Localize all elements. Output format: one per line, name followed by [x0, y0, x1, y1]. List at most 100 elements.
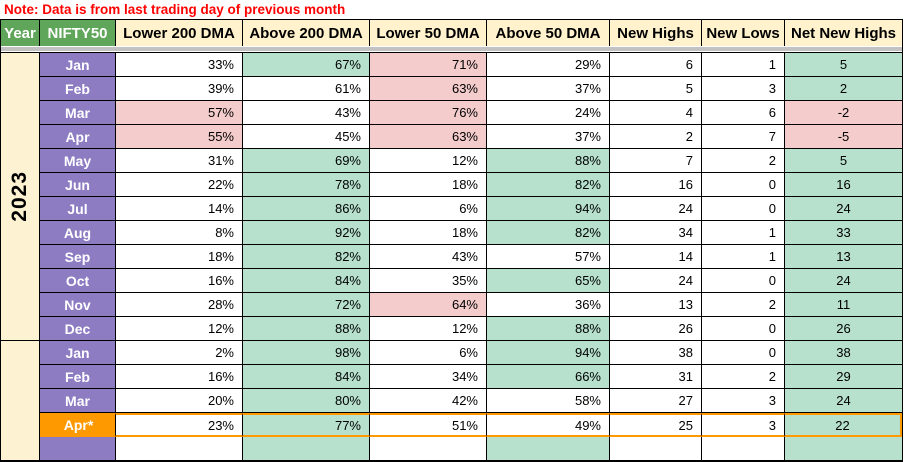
data-cell[interactable]: 45%	[243, 125, 370, 149]
data-cell[interactable]: 88%	[487, 149, 610, 173]
month-cell[interactable]: Aug	[40, 221, 116, 245]
month-cell[interactable]: Jan	[40, 53, 116, 77]
col-header-above-200-dma[interactable]: Above 200 DMA	[243, 20, 370, 46]
month-cell[interactable]	[40, 437, 116, 461]
month-cell[interactable]: Jul	[40, 197, 116, 221]
data-cell[interactable]: 24	[610, 269, 702, 293]
month-cell[interactable]: Apr*	[40, 413, 116, 437]
data-cell[interactable]: 8%	[116, 221, 243, 245]
data-cell[interactable]: 37%	[487, 125, 610, 149]
data-cell[interactable]: 31%	[116, 149, 243, 173]
data-cell[interactable]: 3	[702, 389, 785, 413]
data-cell[interactable]: 6%	[370, 197, 487, 221]
data-cell[interactable]: -2	[785, 101, 902, 125]
data-cell[interactable]: 22	[785, 413, 902, 437]
year-cell[interactable]	[1, 341, 40, 461]
month-cell[interactable]: Jun	[40, 173, 116, 197]
data-cell[interactable]: 2	[785, 77, 902, 101]
data-cell[interactable]: 92%	[243, 221, 370, 245]
data-cell[interactable]: 6%	[370, 341, 487, 365]
data-cell[interactable]: 31	[610, 365, 702, 389]
data-cell[interactable]: 18%	[370, 173, 487, 197]
data-cell[interactable]: 94%	[487, 341, 610, 365]
data-cell[interactable]: 7	[702, 125, 785, 149]
data-cell[interactable]: 72%	[243, 293, 370, 317]
data-cell[interactable]: 0	[702, 341, 785, 365]
data-cell[interactable]: 23%	[116, 413, 243, 437]
data-cell[interactable]: 3	[702, 413, 785, 437]
data-cell[interactable]: 24	[785, 197, 902, 221]
data-cell[interactable]: -5	[785, 125, 902, 149]
data-cell[interactable]: 43%	[243, 101, 370, 125]
data-cell[interactable]: 18%	[370, 221, 487, 245]
data-cell[interactable]: 11	[785, 293, 902, 317]
data-cell[interactable]: 71%	[370, 53, 487, 77]
data-cell[interactable]: 49%	[487, 413, 610, 437]
data-cell[interactable]	[243, 437, 370, 461]
data-cell[interactable]: 13	[610, 293, 702, 317]
data-cell[interactable]: 0	[702, 197, 785, 221]
data-cell[interactable]: 35%	[370, 269, 487, 293]
data-cell[interactable]: 20%	[116, 389, 243, 413]
data-cell[interactable]: 2	[702, 293, 785, 317]
data-cell[interactable]: 88%	[487, 317, 610, 341]
data-cell[interactable]	[116, 437, 243, 461]
data-cell[interactable]: 55%	[116, 125, 243, 149]
month-cell[interactable]: Feb	[40, 365, 116, 389]
data-cell[interactable]: 0	[702, 317, 785, 341]
data-cell[interactable]: 0	[702, 269, 785, 293]
data-cell[interactable]	[370, 437, 487, 461]
data-cell[interactable]: 78%	[243, 173, 370, 197]
data-cell[interactable]	[785, 437, 902, 461]
data-cell[interactable]: 16	[610, 173, 702, 197]
data-cell[interactable]: 82%	[243, 245, 370, 269]
data-cell[interactable]: 26	[785, 317, 902, 341]
month-cell[interactable]: Sep	[40, 245, 116, 269]
data-cell[interactable]: 51%	[370, 413, 487, 437]
data-cell[interactable]: 24	[610, 197, 702, 221]
data-cell[interactable]: 43%	[370, 245, 487, 269]
data-cell[interactable]: 1	[702, 245, 785, 269]
data-cell[interactable]: 26	[610, 317, 702, 341]
data-cell[interactable]: 29	[785, 365, 902, 389]
data-cell[interactable]: 76%	[370, 101, 487, 125]
data-cell[interactable]: 38	[610, 341, 702, 365]
month-cell[interactable]: Apr	[40, 125, 116, 149]
data-cell[interactable]: 4	[610, 101, 702, 125]
data-cell[interactable]: 22%	[116, 173, 243, 197]
data-cell[interactable]: 16%	[116, 269, 243, 293]
data-cell[interactable]: 67%	[243, 53, 370, 77]
data-cell[interactable]: 33	[785, 221, 902, 245]
data-cell[interactable]: 2	[702, 149, 785, 173]
data-cell[interactable]: 24	[785, 269, 902, 293]
data-cell[interactable]: 80%	[243, 389, 370, 413]
month-cell[interactable]: Oct	[40, 269, 116, 293]
data-cell[interactable]	[610, 437, 702, 461]
data-cell[interactable]: 24%	[487, 101, 610, 125]
data-cell[interactable]: 5	[785, 53, 902, 77]
data-cell[interactable]: 39%	[116, 77, 243, 101]
data-cell[interactable]: 1	[702, 221, 785, 245]
data-cell[interactable]: 77%	[243, 413, 370, 437]
month-cell[interactable]: Mar	[40, 101, 116, 125]
data-cell[interactable]	[487, 437, 610, 461]
month-cell[interactable]: Feb	[40, 77, 116, 101]
data-cell[interactable]: 82%	[487, 221, 610, 245]
data-cell[interactable]: 61%	[243, 77, 370, 101]
col-header-net-new-highs[interactable]: Net New Highs	[785, 20, 902, 46]
data-cell[interactable]	[702, 437, 785, 461]
col-header-new-highs[interactable]: New Highs	[610, 20, 702, 46]
month-cell[interactable]: Mar	[40, 389, 116, 413]
data-cell[interactable]: 7	[610, 149, 702, 173]
data-cell[interactable]: 29%	[487, 53, 610, 77]
col-header-lower-50-dma[interactable]: Lower 50 DMA	[370, 20, 487, 46]
data-cell[interactable]: 1	[702, 53, 785, 77]
month-cell[interactable]: Dec	[40, 317, 116, 341]
data-cell[interactable]: 64%	[370, 293, 487, 317]
data-cell[interactable]: 2%	[116, 341, 243, 365]
data-cell[interactable]: 58%	[487, 389, 610, 413]
data-cell[interactable]: 14%	[116, 197, 243, 221]
data-cell[interactable]: 5	[610, 77, 702, 101]
data-cell[interactable]: 84%	[243, 365, 370, 389]
data-cell[interactable]: 25	[610, 413, 702, 437]
